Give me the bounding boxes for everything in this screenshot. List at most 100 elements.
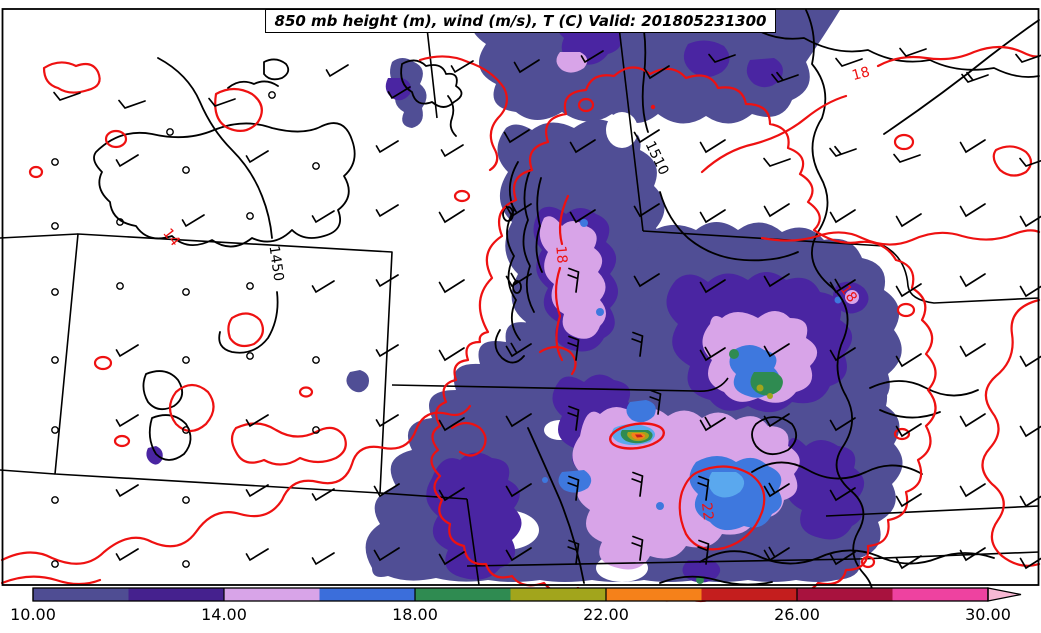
wind-barb — [115, 548, 139, 562]
wind-barb — [115, 154, 139, 168]
wind-barb — [959, 203, 986, 218]
calm-wind-circle — [182, 288, 190, 296]
wind-barb — [53, 91, 81, 102]
contour-label-18: 18 — [850, 64, 871, 84]
wind-barb — [567, 405, 580, 431]
contour-label-18: 18 — [552, 245, 569, 264]
wind-barb — [893, 153, 921, 164]
temp-contour — [981, 298, 1041, 567]
wind-barb — [311, 280, 335, 294]
wind-barb — [245, 414, 269, 428]
wind-barb — [567, 475, 580, 501]
temp-contour — [896, 302, 916, 318]
wind-barb — [895, 353, 922, 368]
wind-barb — [829, 551, 856, 566]
wind-barb — [631, 331, 644, 357]
calm-wind-circle — [116, 218, 124, 226]
lake-outline — [263, 58, 290, 81]
colorbar-segment — [701, 588, 797, 601]
wind-barb — [567, 539, 580, 565]
shaded-region — [708, 472, 745, 498]
shaded-region — [756, 384, 764, 392]
wind-barb — [649, 389, 662, 415]
wind-barb — [505, 342, 532, 358]
temp-contour — [893, 427, 911, 441]
calm-wind-circle — [51, 158, 59, 166]
state-border — [391, 377, 729, 393]
wind-barb — [438, 209, 465, 224]
wind-barb — [438, 551, 465, 566]
calm-wind-circle — [166, 128, 174, 136]
wind-barb — [115, 344, 139, 358]
state-border — [0, 469, 56, 475]
wind-barb — [505, 483, 532, 498]
wind-barb — [245, 150, 269, 164]
shaded-region — [385, 78, 411, 101]
colorbar-segment — [128, 588, 224, 601]
wind-barb — [829, 145, 857, 158]
temp-contour — [113, 434, 131, 448]
shaded-region — [845, 290, 859, 304]
contour-label-1450: 1450 — [266, 245, 287, 283]
calm-wind-circle — [51, 560, 59, 568]
state-border — [379, 492, 468, 500]
shaded-wind-speed-regions — [146, 10, 903, 584]
temp-contour-22 — [678, 465, 766, 551]
wind-barb — [959, 343, 986, 358]
wind-barb — [181, 214, 205, 228]
shaded-region — [580, 219, 588, 227]
height-contour — [506, 161, 521, 341]
temp-contour-18 — [430, 66, 937, 603]
height-contour — [148, 414, 192, 461]
wind-barb — [311, 552, 335, 566]
temp-contour — [28, 165, 44, 179]
wind-barb — [438, 279, 465, 294]
height-contour-1510 — [659, 191, 799, 262]
colorbar-tick-label: 10.00 — [10, 605, 56, 624]
calm-wind-circle — [182, 166, 190, 174]
wind-barb — [899, 47, 927, 58]
wind-barb — [118, 99, 146, 110]
wind-barb — [763, 546, 790, 562]
wind-barb — [440, 144, 464, 158]
calm-wind-circle — [312, 356, 320, 364]
contour-label-14: 14 — [159, 226, 183, 250]
colorbar-segment — [319, 588, 415, 601]
shaded-region — [729, 349, 739, 359]
shaded-region — [346, 370, 369, 393]
temp-contour — [230, 422, 347, 466]
temp-contour — [893, 133, 915, 151]
wind-barb — [829, 209, 856, 224]
colorbar-segment — [33, 588, 129, 601]
wind-barb — [375, 274, 399, 288]
temp-contour-14 — [0, 404, 472, 565]
wind-barb — [438, 347, 465, 362]
wind-barb — [438, 417, 465, 432]
wind-barb — [311, 210, 335, 224]
colorbar-segment — [415, 588, 511, 601]
state-border — [466, 558, 859, 567]
wind-barb — [503, 129, 530, 144]
wind-barb — [505, 547, 532, 562]
colorbar-segment — [510, 588, 606, 601]
state-border — [616, 9, 644, 232]
wind-barb — [961, 71, 989, 84]
wind-barb — [699, 139, 726, 154]
height-contour — [512, 280, 522, 294]
wind-barb — [633, 273, 660, 288]
wind-barb — [959, 547, 986, 562]
shaded-region — [542, 477, 548, 483]
wind-barb — [115, 414, 139, 428]
contour-label-22: 22 — [698, 502, 716, 522]
temp-contour — [0, 575, 102, 586]
temperature-contours — [0, 45, 1041, 603]
wind-barb — [699, 279, 726, 294]
wind-barb — [373, 547, 400, 562]
temp-contour — [93, 355, 113, 371]
colorbar-tick-label: 26.00 — [774, 605, 820, 624]
shaded-region — [426, 452, 522, 580]
temp-contour — [558, 194, 570, 246]
height-contour-1450 — [218, 291, 279, 354]
wind-barb — [895, 555, 922, 570]
